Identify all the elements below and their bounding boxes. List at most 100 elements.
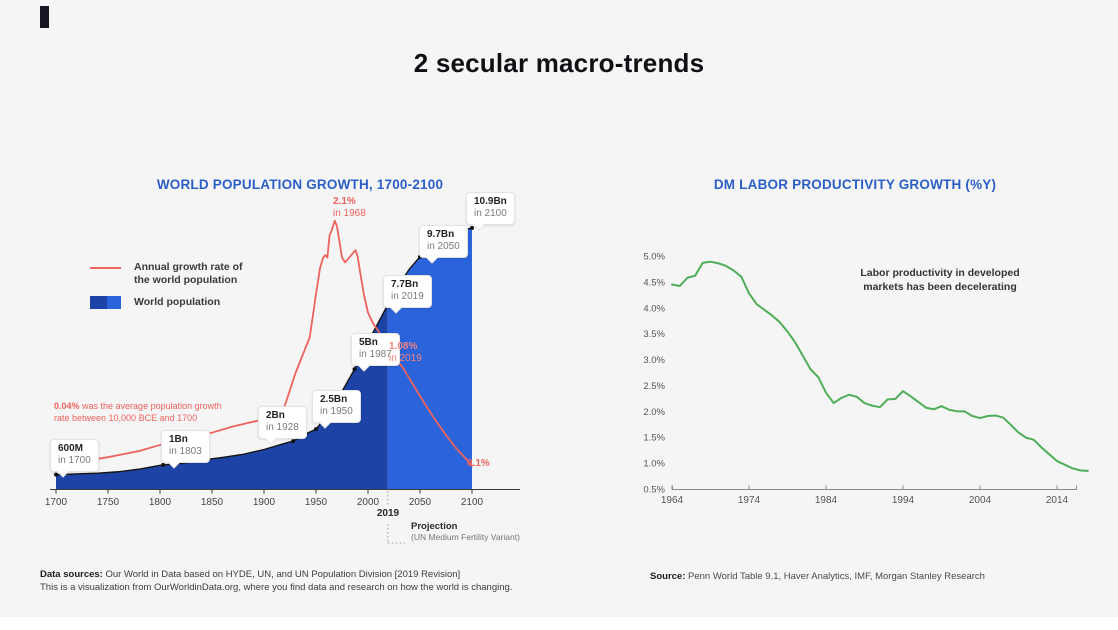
- x-tick-label: 1974: [738, 495, 761, 506]
- callout-value: 1Bn: [169, 434, 188, 445]
- legend-growth-label: Annual growth rate of the world populati…: [134, 261, 243, 287]
- callout-7-7bn: 7.7Bn in 2019: [383, 275, 432, 308]
- population-marker-dot: [54, 472, 58, 477]
- growth-2100-value: 0.1%: [467, 458, 490, 469]
- x-tick-label: 1800: [149, 497, 172, 508]
- legend-growth-label-line1: Annual growth rate of: [134, 261, 243, 273]
- callout-2-5bn: 2.5Bn in 1950: [312, 390, 361, 423]
- callout-value: 600M: [58, 443, 84, 454]
- left-chart-title: WORLD POPULATION GROWTH, 1700-2100: [156, 177, 444, 192]
- callout-value: 10.9Bn: [474, 196, 507, 207]
- projection-note-title: Projection: [411, 521, 458, 532]
- callout-value: 9.7Bn: [427, 229, 455, 240]
- y-tick-label: 3.0%: [643, 355, 665, 366]
- callout-value: 2.5Bn: [320, 394, 348, 405]
- callout-2bn: 2Bn in 1928: [258, 406, 307, 439]
- left-source-line2: This is a visualization from OurWorldinD…: [40, 582, 513, 593]
- projection-start-year-label: 2019: [376, 508, 400, 519]
- legend-population-label: World population: [134, 296, 220, 309]
- callout-year: in 2050: [427, 241, 460, 252]
- slide-title: 2 secular macro-trends: [413, 48, 705, 78]
- legend-item-growth-rate: Annual growth rate of the world populati…: [90, 261, 243, 287]
- labor-productivity-chart: 5.0% 4.5% 4.0% 3.5% 3.0% 2.5% 2.0% 1.5% 1.0% 0.5%…: [643, 252, 1089, 506]
- left-source-lead: Data sources:: [40, 569, 103, 580]
- callout-year: in 2100: [474, 208, 507, 219]
- left-source-text: Our World in Data based on HYDE, UN, and…: [102, 569, 461, 580]
- callout-year: in 1987: [359, 349, 392, 360]
- callout-year: in 1803: [169, 446, 202, 457]
- y-tick-label: 1.5%: [643, 433, 665, 444]
- x-tick-label: 1850: [201, 497, 224, 508]
- corner-logo-mark: [40, 6, 49, 28]
- legend-item-population: World population: [90, 296, 243, 309]
- growth-2019-value: 1.08%: [389, 341, 418, 352]
- x-tick-label: 2050: [409, 497, 432, 508]
- productivity-annotation-line2: markets has been decelerating: [863, 280, 1017, 293]
- legend-growth-label-line2: the world population: [134, 274, 238, 286]
- productivity-annotation: Labor productivity in developed markets …: [835, 267, 1045, 294]
- x-tick-label: 1994: [892, 495, 915, 506]
- y-tick-label: 2.5%: [643, 381, 665, 392]
- callout-year: in 1928: [266, 422, 299, 433]
- population-area-swatch: [90, 296, 121, 309]
- avg-growth-annotation: 0.04% was the average population growth …: [54, 401, 234, 424]
- y-tick-label: 1.0%: [643, 459, 665, 470]
- population-marker-dot: [314, 427, 318, 432]
- x-tick-label: 2004: [969, 495, 992, 506]
- right-chart-source: Source: Penn World Table 9.1, Haver Anal…: [650, 570, 1070, 583]
- y-tick-label: 4.0%: [643, 303, 665, 314]
- x-tick-label: 1900: [253, 497, 276, 508]
- callout-5bn: 5Bn in 1987: [351, 333, 400, 366]
- callout-1bn: 1Bn in 1803: [161, 430, 210, 463]
- growth-rate-line-swatch: [90, 267, 121, 269]
- x-tick-label: 2100: [461, 497, 484, 508]
- productivity-annotation-line1: Labor productivity in developed: [860, 267, 1020, 279]
- y-tick-label: 3.5%: [643, 329, 665, 340]
- callout-value: 7.7Bn: [391, 279, 419, 290]
- growth-peak-year: in 1968: [333, 208, 366, 219]
- y-tick-label: 0.5%: [643, 485, 665, 496]
- x-tick-label: 2014: [1046, 495, 1069, 506]
- left-chart-legend: Annual growth rate of the world populati…: [90, 261, 243, 309]
- x-tick-label: 1750: [97, 497, 120, 508]
- population-marker-dot: [470, 226, 474, 231]
- population-area-historical: [56, 304, 388, 489]
- growth-2019-annotation: 1.08% in 2019: [389, 341, 422, 365]
- x-tick-label: 1700: [45, 497, 68, 508]
- x-tick-label: 1964: [661, 495, 684, 506]
- y-tick-label: 2.0%: [643, 407, 665, 418]
- avg-growth-annotation-value: 0.04%: [54, 401, 80, 411]
- left-source-line1: Data sources: Our World in Data based on…: [40, 568, 600, 581]
- callout-year: in 1700: [58, 455, 91, 466]
- population-marker-dot: [352, 367, 357, 372]
- growth-peak-annotation: 2.1% in 1968: [333, 196, 366, 220]
- callout-9-7bn: 9.7Bn in 2050: [419, 225, 468, 258]
- right-source-text: Penn World Table 9.1, Haver Analytics, I…: [685, 571, 985, 582]
- productivity-line: [671, 260, 1089, 472]
- projection-note-subtitle: (UN Medium Fertility Variant): [411, 532, 520, 542]
- y-tick-label: 4.5%: [643, 277, 665, 288]
- slide-bottom-strip: [0, 617, 1118, 630]
- right-source-lead: Source:: [650, 571, 686, 582]
- population-marker-dot: [291, 439, 296, 444]
- callout-600m: 600M in 1700: [50, 439, 99, 472]
- growth-peak-value: 2.1%: [333, 196, 356, 207]
- avg-growth-annotation-text: was the average population growth rate b…: [54, 401, 222, 423]
- projection-note: Projection (UN Medium Fertility Variant): [411, 521, 520, 543]
- growth-2100-annotation: 0.1%: [467, 458, 490, 470]
- x-tick-label: 1950: [305, 497, 328, 508]
- y-tick-label: 5.0%: [643, 252, 665, 263]
- callout-value: 2Bn: [266, 410, 285, 421]
- callout-year: in 2019: [391, 291, 424, 302]
- callout-10-9bn: 10.9Bn in 2100: [466, 192, 515, 225]
- callout-value: 5Bn: [359, 337, 378, 348]
- growth-2019-year: in 2019: [389, 353, 422, 364]
- x-tick-label: 1984: [815, 495, 838, 506]
- x-tick-label: 2000: [357, 497, 380, 508]
- right-chart-title: DM LABOR PRODUCTIVITY GROWTH (%Y): [713, 177, 997, 192]
- legend-population-label-line: World population: [134, 296, 221, 308]
- population-marker-dot: [161, 463, 166, 468]
- left-chart-source: Data sources: Our World in Data based on…: [40, 568, 600, 594]
- callout-year: in 1950: [320, 406, 353, 417]
